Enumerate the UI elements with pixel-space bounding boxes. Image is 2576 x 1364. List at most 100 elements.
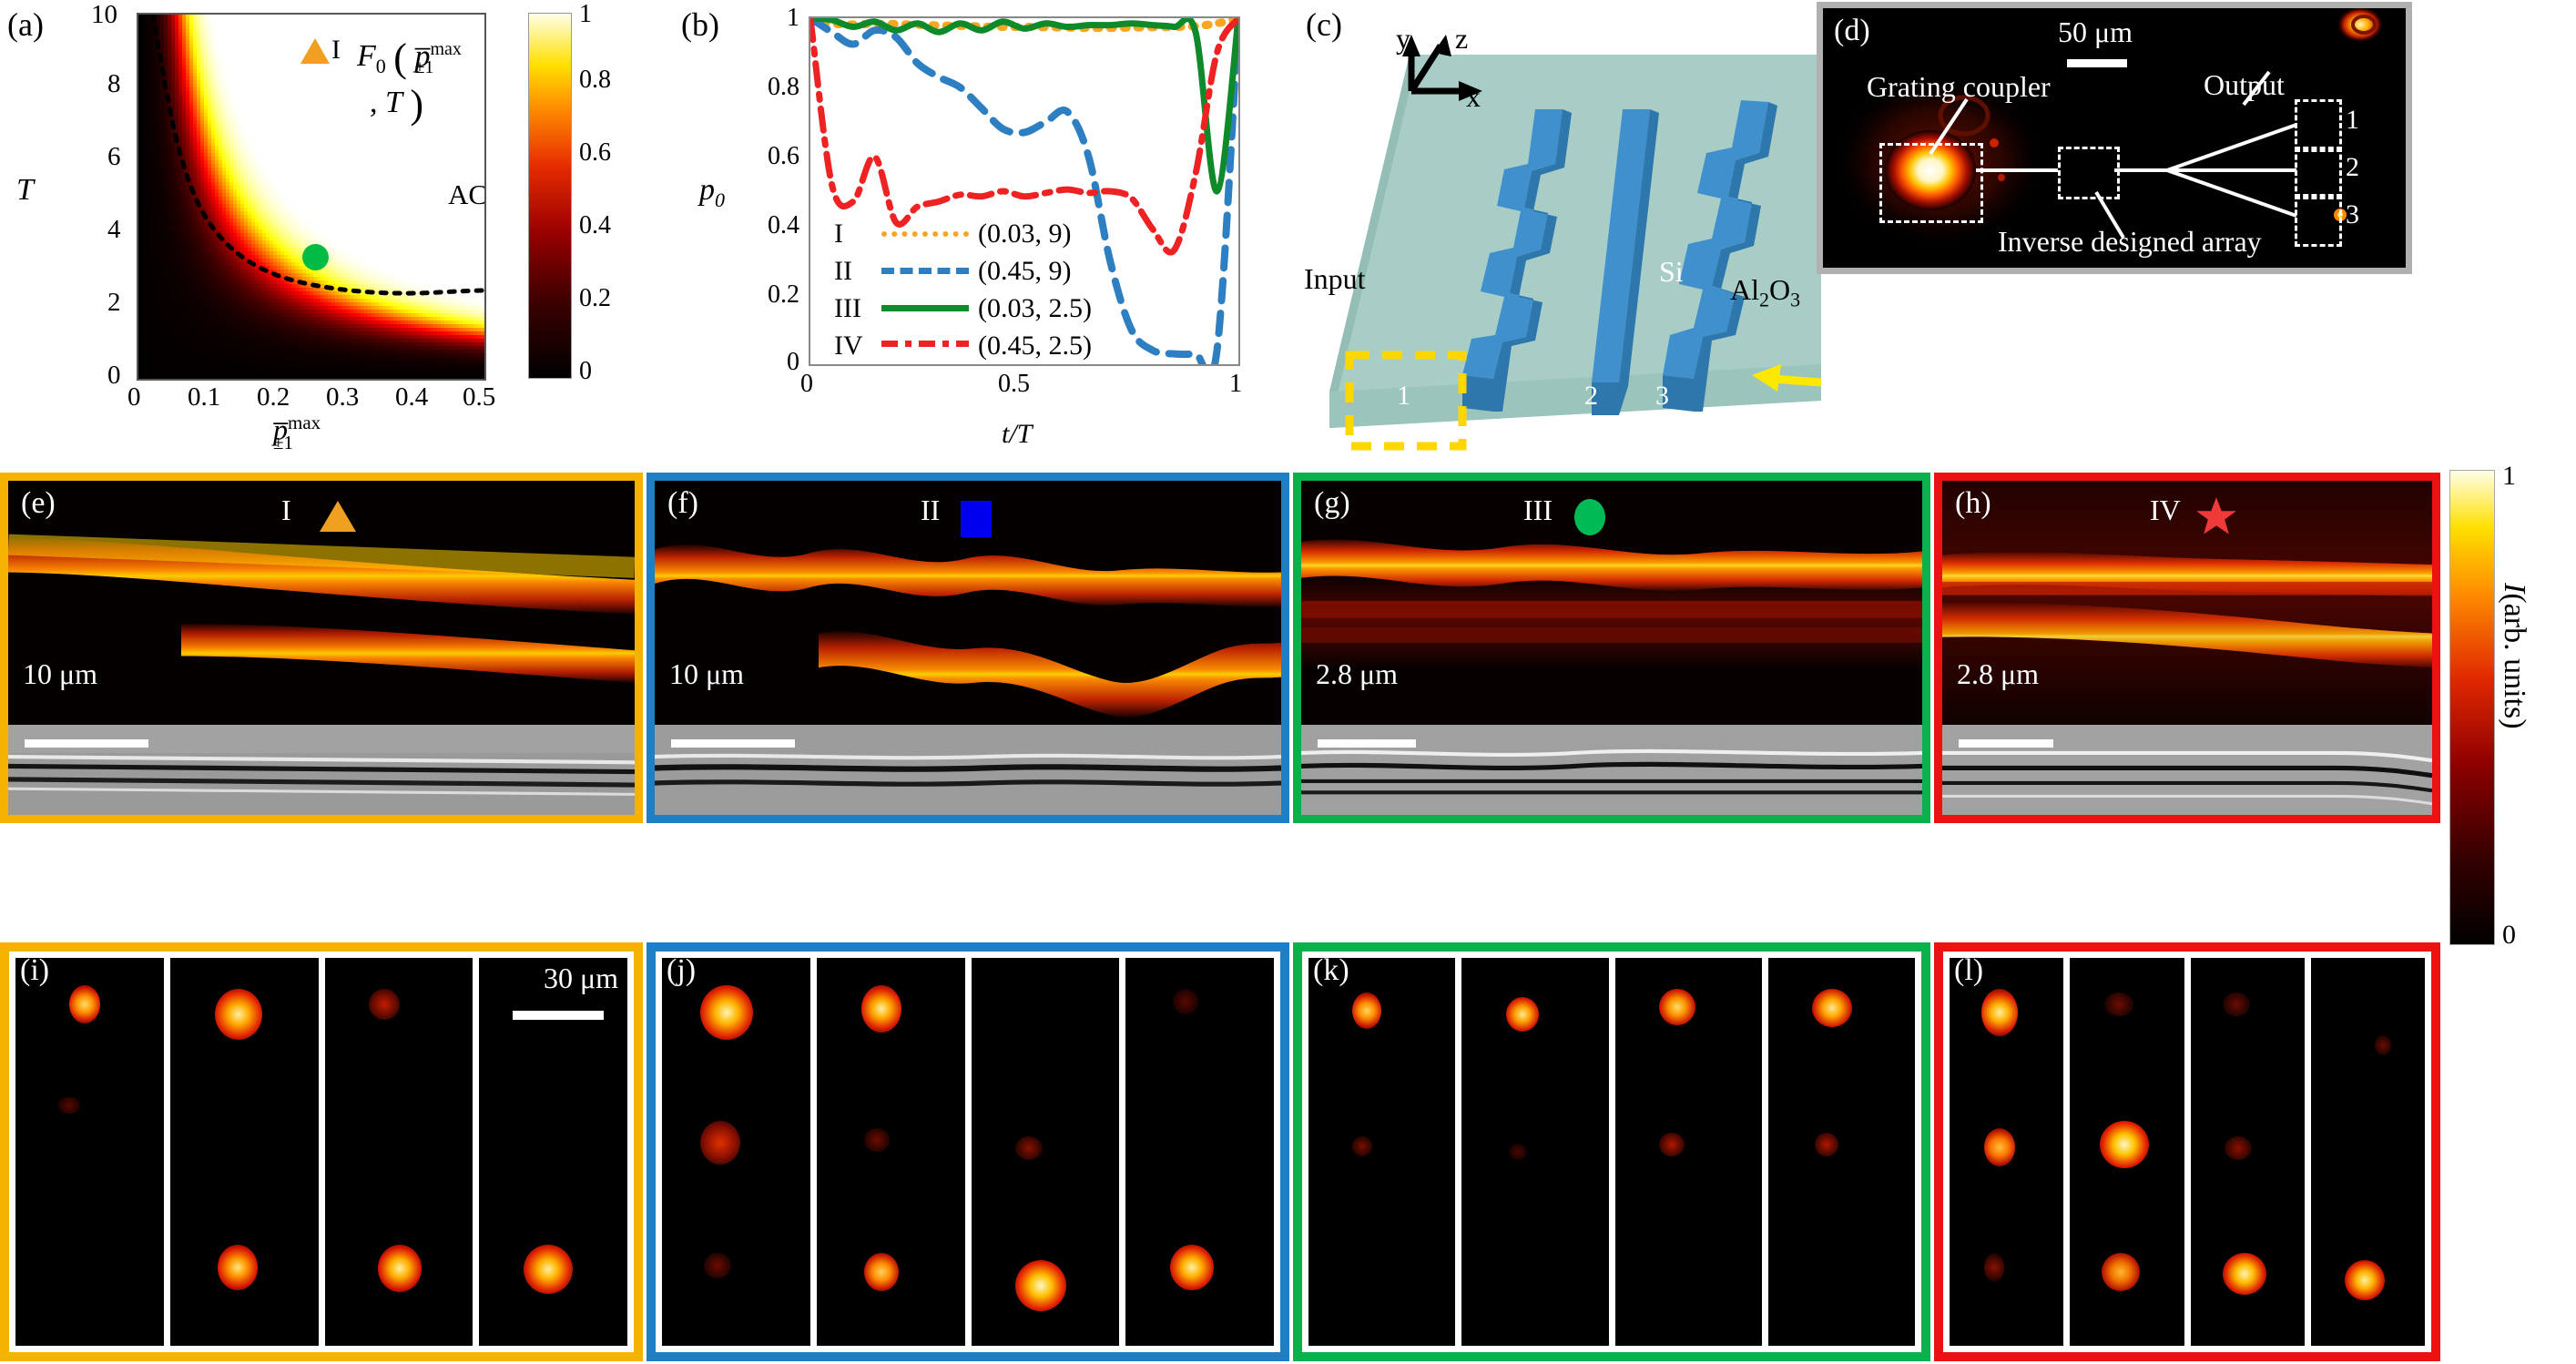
intensity-colorbar-min: 0 <box>2502 920 2516 950</box>
b-xtick-05: 0.5 <box>998 370 1030 398</box>
b-xtick-0: 0 <box>800 370 813 398</box>
panel-j-col-4 <box>1125 958 1274 1346</box>
panel-e-field-map <box>8 481 635 725</box>
panel-k-columns <box>1308 958 1915 1346</box>
spot-faint <box>1508 1144 1527 1161</box>
panel-g-sem-scalebar <box>1318 738 1416 748</box>
spot-mid <box>2102 1252 2141 1291</box>
p0-line-chart <box>810 18 1238 364</box>
spot-bright <box>68 984 100 1023</box>
panel-g-sem-svg <box>1301 724 1922 815</box>
panel-f-letter: (f) <box>667 486 698 520</box>
panel-i-col-1 <box>15 958 164 1346</box>
x-axis-arrow <box>1459 81 1482 101</box>
legend-roman-III: III <box>834 292 861 323</box>
panel-e-scale-label: 10 μm <box>23 657 98 690</box>
spot-faint <box>56 1097 81 1115</box>
zoom-arrow <box>1752 364 1821 392</box>
spot-faint <box>2222 992 2250 1017</box>
panel-f-border: (f) II 10 μm <box>647 473 1289 823</box>
a-xtick-02: 0.2 <box>257 382 290 412</box>
spot-faint <box>1983 1252 2004 1282</box>
intensity-colorbar-max: 1 <box>2502 461 2516 491</box>
output-label: Output <box>2204 68 2285 101</box>
b-ytick-04: 0.4 <box>768 211 799 239</box>
spot-bright <box>2345 1260 2386 1301</box>
a-ytick-8: 8 <box>107 69 121 98</box>
panel-g-letter: (g) <box>1314 486 1350 520</box>
spot-bright <box>1170 1245 1215 1291</box>
panel-l: (l) <box>1934 942 2440 1361</box>
substrate-label: Al2O3 <box>1730 273 1801 311</box>
a-ytick-6: 6 <box>107 142 121 171</box>
legend-value-III: (0.03, 2.5) <box>978 292 1092 323</box>
spot-bright <box>1505 996 1539 1032</box>
panel-f-roman: II <box>921 494 941 526</box>
panel-j-columns <box>662 958 1274 1346</box>
grating-coupler-roi <box>1879 143 1983 223</box>
spot-bright <box>2099 1120 2149 1168</box>
panel-b-legend: I (0.03, 9) II (0.45, 9) III (0.03, 2.5)… <box>834 215 1226 364</box>
panel-k-col-2 <box>1461 958 1609 1346</box>
a-xtick-05: 0.5 <box>463 382 496 412</box>
panel-g-border: (g) III 2.8 μm <box>1293 473 1930 823</box>
panel-f-sem-svg <box>655 724 1281 815</box>
output-roi-2 <box>2295 147 2342 199</box>
waveguide-number-1: 1 <box>1397 381 1410 411</box>
panel-a-ylabel: T <box>16 173 34 207</box>
panel-h-sem-svg <box>1942 724 2432 815</box>
panel-c: (c) <box>1302 0 1821 473</box>
marker-triangle-I <box>300 38 330 64</box>
a-cb-tick-0: 0 <box>579 357 592 385</box>
panel-e: (e) I 10 μm <box>0 473 643 823</box>
panel-b: (b) p0 1 0.8 0.6 0.4 0.2 0 0 0.5 1 t/T I… <box>674 0 1311 473</box>
panel-h-scale-label: 2.8 μm <box>1957 657 2040 690</box>
b-xtick-1: 1 <box>1229 370 1242 398</box>
panel-f-scale-label: 10 μm <box>669 657 745 690</box>
panel-a-plot-area: F0 ( p̅max±1 , T ) ACL I II III IV <box>137 13 486 381</box>
panel-h-border: (h) IV 2.8 μm <box>1934 473 2440 823</box>
legend-roman-II: II <box>834 255 852 286</box>
spot-bright <box>1812 989 1853 1028</box>
panel-i-scalebar <box>513 1011 604 1020</box>
panel-j-col-3 <box>971 958 1120 1346</box>
legend-value-II: (0.45, 9) <box>978 255 1072 286</box>
panel-i: 30 μm (i) <box>0 942 643 1361</box>
waveguide-number-3: 3 <box>1655 381 1669 411</box>
spot-bright <box>1352 992 1382 1030</box>
panel-e-border: (e) I 10 μm <box>0 473 643 823</box>
panel-e-sem-image <box>8 724 635 815</box>
output-number-3: 3 <box>2346 199 2359 229</box>
panel-k: (k) <box>1293 942 1930 1361</box>
b-ytick-02: 0.2 <box>768 280 799 309</box>
panel-l-col-3 <box>2190 958 2305 1346</box>
legend-item-II: II (0.45, 9) <box>834 252 1226 290</box>
panel-d: (d) 50 μm Grating coupler Output Inverse… <box>1817 2 2412 274</box>
panel-j: (j) <box>647 942 1289 1361</box>
panel-k-col-4 <box>1767 958 1915 1346</box>
spot-bright <box>1015 1260 1067 1312</box>
panel-l-col-1 <box>1950 958 2064 1346</box>
si-label: Si <box>1659 255 1684 288</box>
spot-faint <box>1173 989 1199 1015</box>
panel-g-nsom-image <box>1301 481 1922 725</box>
legend-roman-IV: IV <box>834 330 863 361</box>
legend-swatch-II <box>881 268 969 274</box>
panel-g-roman: III <box>1523 494 1553 526</box>
acl-label: ACL <box>448 178 486 210</box>
panel-j-letter: (j) <box>667 953 697 987</box>
panel-d-letter: (d) <box>1834 14 1870 47</box>
nsom-overview-image <box>1823 8 2393 255</box>
output-number-1: 1 <box>2346 105 2359 135</box>
panel-l-letter: (l) <box>1954 953 1984 987</box>
panel-h-nsom-image <box>1942 481 2432 725</box>
panel-e-letter: (e) <box>21 486 56 520</box>
panel-k-border: (k) <box>1293 942 1930 1361</box>
panel-a-title: F0 ( p̅max ±1 , T ) <box>357 36 462 127</box>
waveguide-2 <box>1592 109 1659 415</box>
panel-h-field-map <box>1942 481 2432 725</box>
panel-h-roman: IV <box>2150 494 2181 526</box>
panel-k-col-3 <box>1614 958 1762 1346</box>
spot-bright <box>860 984 901 1033</box>
z-axis-arrow <box>1433 35 1451 56</box>
